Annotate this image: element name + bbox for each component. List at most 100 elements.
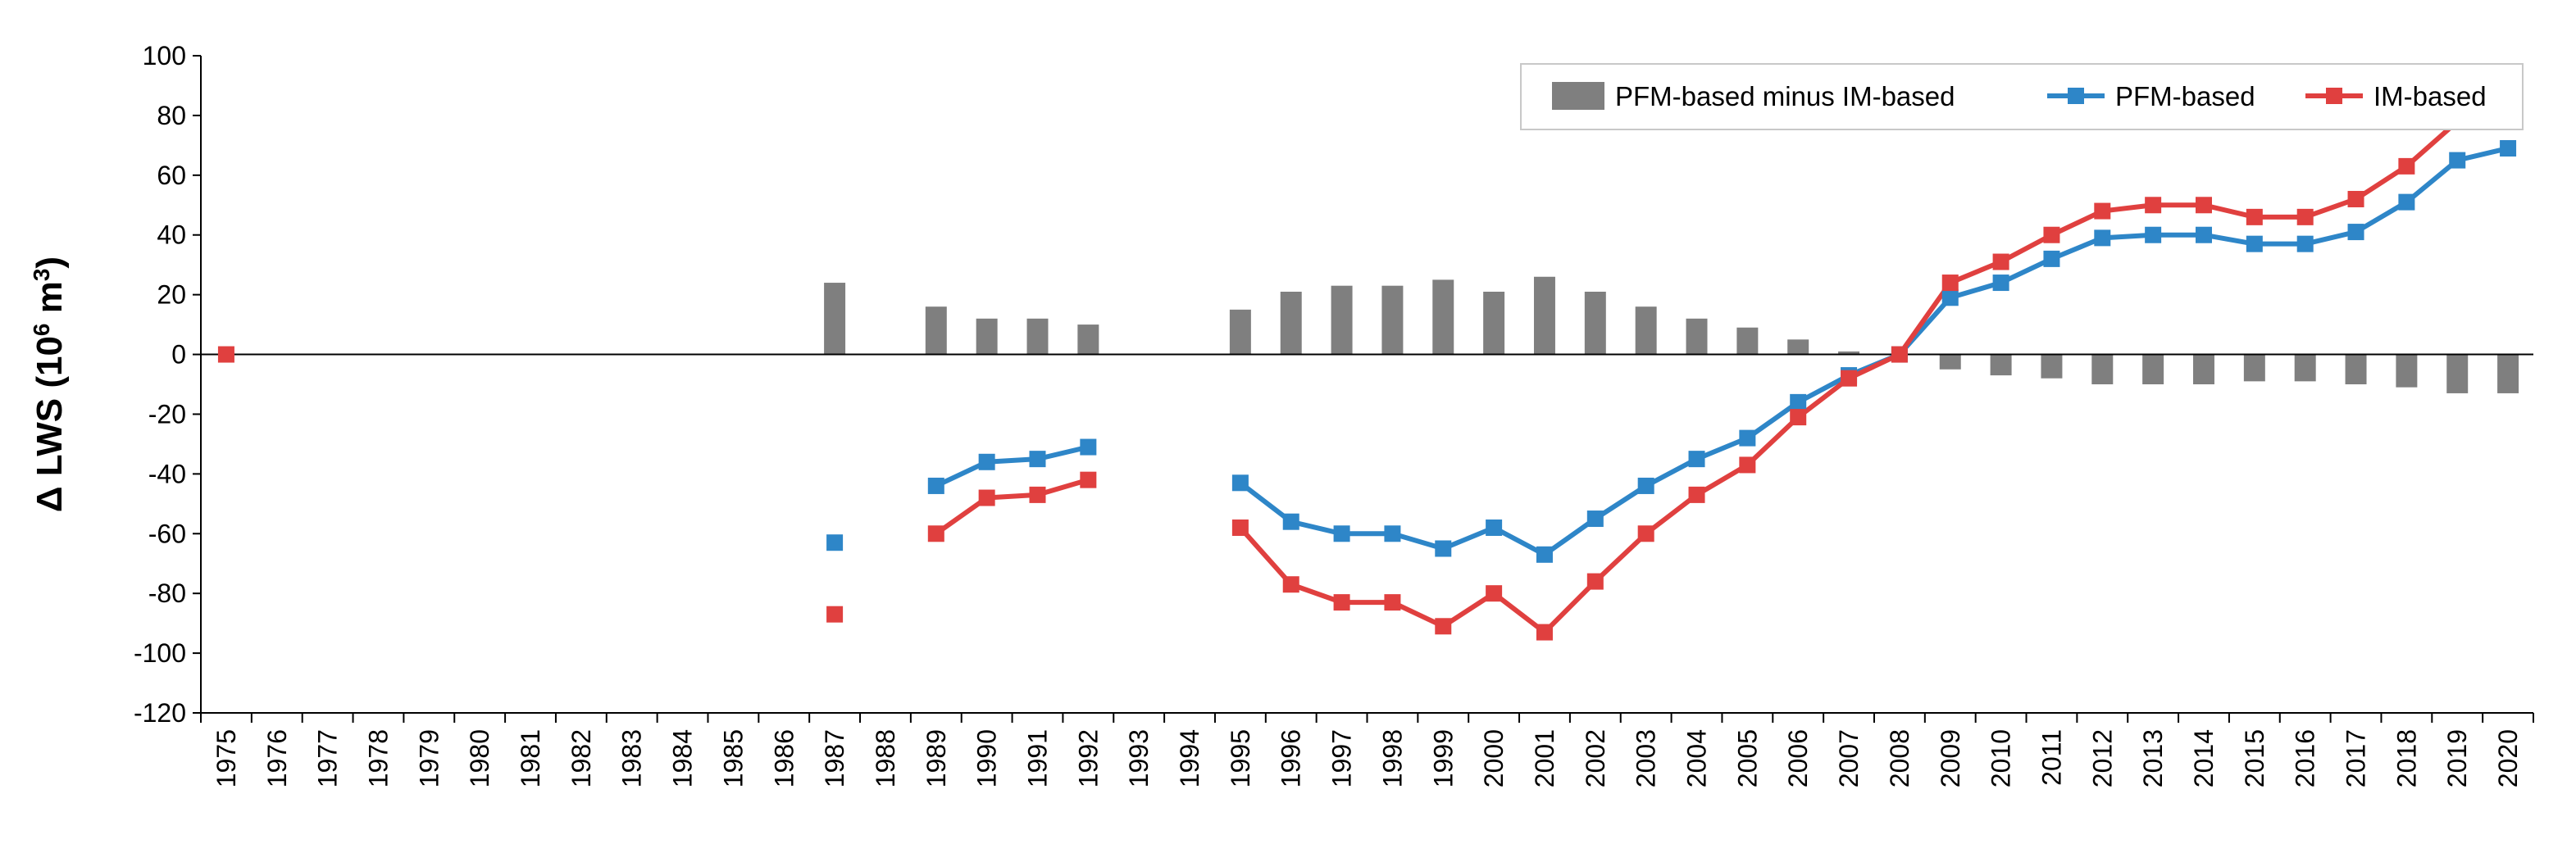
im-based-marker [1231,519,1249,536]
im-based-marker [1536,624,1553,641]
y-tick-label: 100 [143,41,186,70]
im-based-marker [2246,208,2263,225]
y-axis-title-suffix: ) [30,256,70,269]
pfm-based-marker [1029,451,1046,468]
x-tick-label: 1984 [668,729,698,787]
x-tick-label: 2011 [2037,729,2066,786]
x-tick-label: 1985 [718,729,748,787]
x-tick-label: 2007 [1834,729,1864,787]
im-based-marker [1941,275,1959,292]
x-tick-label: 2012 [2087,729,2117,787]
difference-bar [2041,354,2063,379]
x-tick-label: 1977 [313,729,343,787]
difference-bar [1584,291,1606,355]
series-lines [935,107,2509,635]
im-based-marker [2347,190,2364,207]
im-based-marker [1891,346,1908,363]
x-tick-label: 1981 [516,729,545,787]
x-tick-label: 1978 [363,729,393,787]
x-tick-label: 1980 [465,729,494,787]
legend-im-marker [2326,88,2342,104]
x-tick-label: 2019 [2442,729,2472,787]
x-tick-label: 2017 [2342,729,2371,787]
y-tick-label: -40 [148,459,186,488]
difference-bar [1483,291,1505,355]
im-based-marker [1333,594,1350,611]
difference-bar [2243,354,2265,382]
legend-label-difference: PFM-based minus IM-based [1615,81,1955,111]
im-based-marker [2296,208,2314,225]
im-based-marker [1435,618,1452,635]
difference-bar [2497,354,2519,393]
x-tick-label: 2018 [2392,729,2421,787]
x-tick-label: 1986 [769,729,799,787]
difference-bar [2193,354,2214,384]
x-tick-label: 1982 [567,729,596,787]
im-based-marker [1029,486,1046,503]
difference-bar [1280,291,1302,355]
im-based-marker [1992,253,2009,270]
x-tick-label: 1989 [922,729,951,787]
difference-bar [1736,327,1759,355]
pfm-based-marker [1282,513,1299,530]
im-based-marker [1688,486,1705,503]
pfm-based-marker [1688,451,1705,468]
im-based-marker [1637,525,1654,542]
im-based-marker [217,346,234,363]
pfm-based-marker [826,534,844,551]
x-tick-label: 2013 [2138,729,2168,787]
x-tick-label: 2009 [1936,729,1965,787]
difference-bar [1026,318,1049,355]
x-tick-label: 1994 [1175,729,1204,787]
im-based-marker [1080,471,1097,488]
pfm-based-marker [1333,525,1350,542]
pfm-based-marker [1790,393,1807,411]
im-based-marker [1486,585,1503,602]
difference-bar [1229,309,1251,355]
difference-bar [824,283,846,355]
x-tick-label: 1997 [1327,729,1357,787]
x-tick-label: 2001 [1530,729,1559,787]
y-tick-label: -20 [148,399,186,429]
pfm-based-marker [2347,224,2364,241]
difference-bar [2446,354,2469,393]
im-based-marker [2094,202,2111,220]
y-axis-title-unit: m [30,281,70,323]
pfm-based-marker [1586,510,1604,528]
pfm-based-marker [2195,226,2212,243]
im-based-marker [2043,226,2060,243]
difference-bar [1331,285,1353,355]
difference-bar [2345,354,2367,384]
difference-bar [2142,354,2164,384]
pfm-based-marker [1536,546,1553,563]
pfm-based-marker [1637,477,1654,494]
y-tick-label: -120 [134,698,186,728]
im-based-marker [1790,409,1807,426]
x-tick-label: 2010 [1987,729,2016,787]
x-tick-label: 1990 [972,729,1002,787]
pfm-based-marker [927,477,944,494]
difference-bar [976,318,998,355]
pfm-based-marker [2043,250,2060,267]
pfm-based-marker [2246,235,2263,252]
y-tick-label: 20 [157,280,186,310]
y-axis-label: Δ LWS (106 m3) [29,256,71,512]
im-based-marker [2145,197,2162,214]
x-tick-label: 2015 [2240,729,2269,787]
im-based-marker [1841,370,1858,387]
pfm-based-marker [1080,438,1097,456]
legend-label-im: IM-based [2373,81,2487,111]
x-tick-label: 2004 [1682,729,1712,787]
x-tick-label: 1983 [617,729,647,787]
y-axis-title: Δ LWS (106 m3) [29,256,71,512]
y-tick-label: -60 [148,519,186,548]
pfm-based-line [935,444,1090,488]
x-tick-labels: 1975 1976 1977 1978 1979 1980 1981 1982 1983 1984… [200,713,2534,787]
difference-bar [2294,354,2316,382]
pfm-based-marker [978,453,995,470]
im-based-line [1238,107,2509,635]
pfm-based-marker [2398,193,2415,211]
pfm-based-marker [1435,540,1452,557]
x-tick-label: 1993 [1124,729,1154,787]
